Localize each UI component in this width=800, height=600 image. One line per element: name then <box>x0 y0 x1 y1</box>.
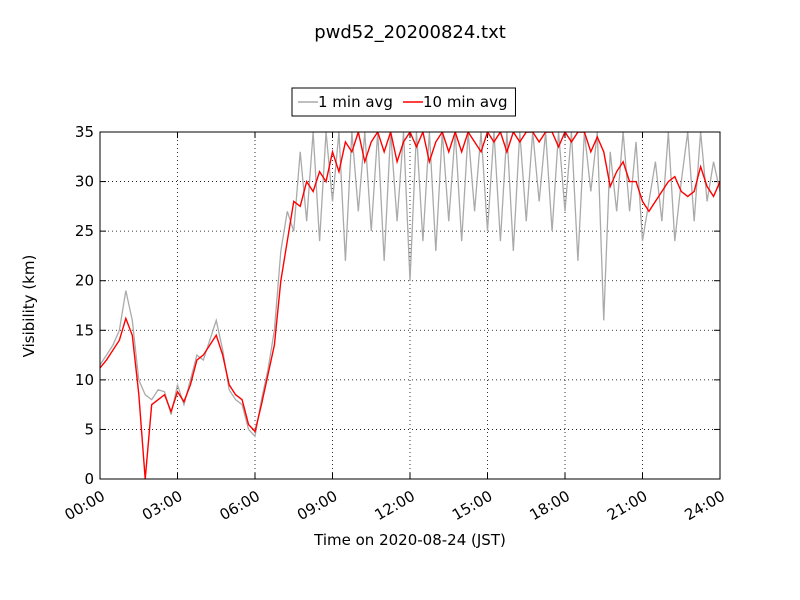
y-tick-label: 35 <box>75 123 94 141</box>
y-axis-label: Visibility (km) <box>20 255 38 358</box>
axes-frame <box>99 131 721 480</box>
y-tick-label: 0 <box>84 470 94 488</box>
legend-label: 1 min avg <box>318 93 393 111</box>
y-tick-label: 15 <box>75 321 94 339</box>
y-tick-label: 20 <box>75 272 94 290</box>
y-tick-label: 30 <box>75 173 94 191</box>
legend: 1 min avg 10 min avg <box>291 87 516 117</box>
y-tick-label: 10 <box>75 371 94 389</box>
chart-title: pwd52_20200824.txt <box>314 22 506 43</box>
plot-area <box>100 132 720 479</box>
data-line <box>100 132 720 438</box>
legend-label: 10 min avg <box>423 93 508 111</box>
x-axis-label: Time on 2020-08-24 (JST) <box>313 531 506 549</box>
y-tick-label: 5 <box>84 420 94 438</box>
y-tick-label: 25 <box>75 222 94 240</box>
data-line <box>100 132 720 479</box>
